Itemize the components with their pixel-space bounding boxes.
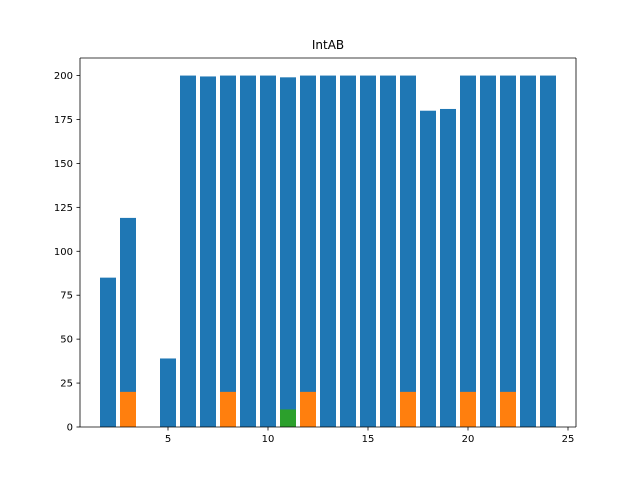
y-tick-label: 125 [54,203,73,214]
bar-series1-x9 [240,75,256,428]
y-tick-label: 50 [60,335,73,346]
y-tick-label: 175 [54,115,73,126]
bar-series2-x3 [120,391,136,427]
y-tick-label: 100 [54,247,73,258]
bars-layer [100,75,556,428]
bar-series1-x8 [220,75,236,428]
bar-series1-x11 [280,77,296,427]
bar-series1-x21 [480,75,496,428]
axes-layer: 5 10 15 20 25 0 25 50 75 100 125 150 175 200 [54,57,577,445]
y-tick-label: 150 [54,159,73,170]
y-tick-label: 25 [60,379,73,390]
bar-series1-x22 [500,75,516,428]
bar-series1-x12 [300,75,316,428]
bar-series1-x15 [360,75,376,428]
x-tick-label: 25 [562,434,575,445]
bar-series1-x3 [120,217,136,427]
bar-series2-x8 [220,391,236,427]
y-tick-label: 75 [60,291,73,302]
bar-series1-x23 [520,75,536,428]
bar-series1-x2 [100,277,116,427]
bar-series1-x18 [420,110,436,427]
bar-series1-x6 [180,75,196,428]
bar-series2-x22 [500,391,516,427]
bar-series1-x16 [380,75,396,428]
y-tick-label: 0 [67,423,73,434]
bar-series1-x20 [460,75,476,428]
bar-series2-x12 [300,391,316,427]
bar-series2-x17 [400,391,416,427]
x-tick-label: 20 [462,434,475,445]
bar-series1-x19 [440,108,456,427]
chart-title: IntAB [312,38,344,52]
bar-series1-x24 [540,75,556,428]
bar-series1-x5 [160,358,176,427]
bar-series1-x17 [400,75,416,428]
bar-series2-x20 [460,391,476,427]
x-tick-label: 15 [362,434,375,445]
bar-series1-x10 [260,75,276,428]
bar-series1-x13 [320,75,336,428]
x-tick-label: 5 [165,434,171,445]
y-tick-label: 200 [54,71,73,82]
bar-series1-x7 [200,76,216,427]
x-tick-label: 10 [262,434,275,445]
bar-series1-x14 [340,75,356,428]
bar-series3-x11 [280,409,296,427]
